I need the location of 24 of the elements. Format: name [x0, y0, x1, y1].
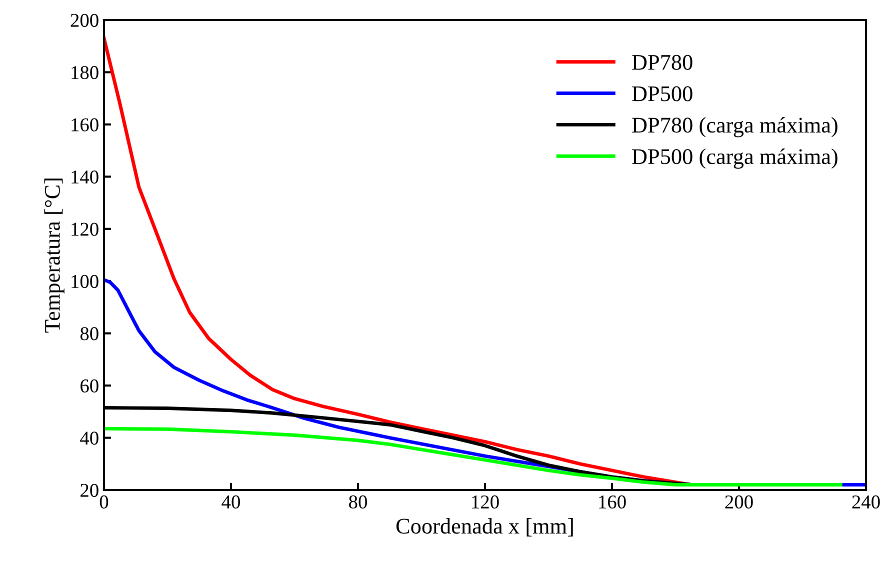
y-tick-label: 160: [72, 118, 98, 132]
y-tick-label: 100: [72, 274, 98, 288]
y-axis-title: Temperatura [°C]: [44, 178, 64, 333]
x-tick-label: 160: [599, 495, 626, 509]
x-tick-label: 240: [852, 495, 880, 509]
x-tick-label: 80: [349, 495, 367, 509]
legend-label: DP500 (carga máxima): [632, 148, 838, 169]
y-tick-label: 60: [80, 379, 98, 392]
x-tick-label: 40: [222, 495, 240, 509]
x-axis-title: Coordenada x [mm]: [396, 518, 573, 536]
y-tick-label: 140: [72, 170, 98, 184]
y-tick-label: 200: [70, 14, 98, 27]
y-tick-label: 80: [80, 327, 98, 340]
y-tick-label: 20: [80, 484, 98, 497]
x-tick-label: 0: [100, 495, 108, 509]
legend-label: DP780 (carga máxima): [632, 117, 838, 138]
x-tick-label: 120: [472, 495, 499, 509]
line-series: [104, 426, 842, 487]
legend-label: DP780: [632, 54, 692, 70]
y-tick-label: 120: [72, 222, 98, 236]
x-tick-label: 200: [725, 495, 753, 509]
legend-label: DP500: [632, 86, 692, 102]
y-tick-label: 40: [80, 432, 98, 445]
y-tick-label: 180: [72, 66, 98, 80]
